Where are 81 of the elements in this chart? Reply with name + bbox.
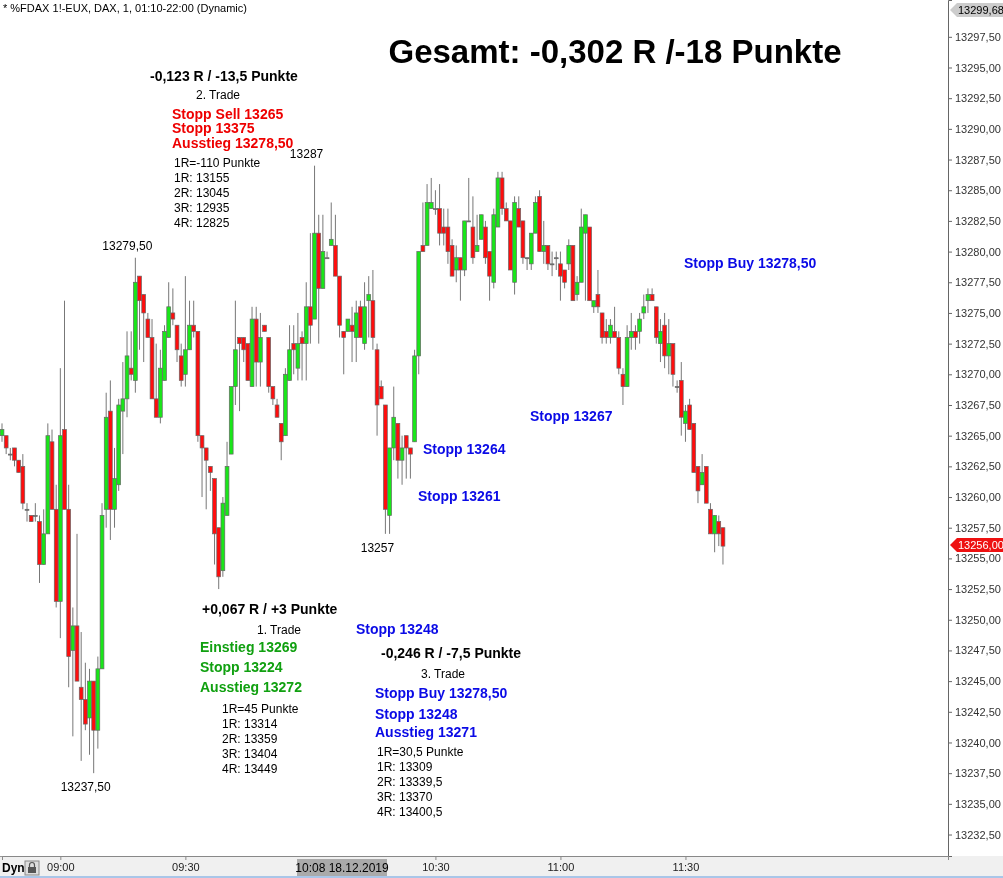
y-tick-label: 13235,00 [955,797,1001,810]
y-tick-label: 13250,00 [955,613,1001,626]
y-tick-label: 13282,50 [955,214,1001,227]
y-tick-label: 13290,00 [955,122,1001,135]
annotation: 13279,50 [102,238,153,253]
x-tick-label: 09:30 [172,860,200,873]
annotation: Stopp Sell 13265 [172,106,284,122]
y-tick-label: 13285,00 [955,184,1001,197]
y-tick-label: 13295,00 [955,61,1001,74]
annotation: 3R: 13370 [377,790,433,804]
annotation: 13237,50 [60,780,112,795]
y-tick-label: 13260,00 [955,491,1001,504]
annotation: Stopp 13248 [375,706,458,722]
annotation: 1R=30,5 Punkte [377,745,464,759]
annotation: Stopp Buy 13278,50 [684,255,817,271]
annotation: 3. Trade [420,667,466,681]
candlestick [558,251,563,302]
x-tick-label: 09:00 [47,860,75,873]
annotation: 1R=45 Punkte [222,702,299,716]
y-tick-label: 13277,50 [955,276,1001,289]
annotation: 2. Trade [195,88,241,102]
y-tick-label: 13265,00 [955,429,1001,442]
candlestick [308,232,313,345]
annotation: 4R: 13449 [222,762,278,776]
y-tick-label: 13287,50 [955,153,1001,166]
y-tick-label: 13255,00 [955,552,1001,565]
annotation: 4R: 13400,5 [377,805,443,819]
y-tick-label: 13267,50 [955,399,1001,412]
x-tick-label: 10:30 [422,860,450,873]
y-tick-label: 13280,00 [955,245,1001,258]
candlestick [454,244,459,283]
annotation: Stopp 13261 [418,488,501,504]
y-tick-label: 13252,50 [955,583,1001,596]
y-tick-label: 13247,50 [955,644,1001,657]
annotation: Stopp 13224 [200,659,283,675]
annotation: 2R: 13359 [222,732,278,746]
x-tick-label: 11:30 [672,860,700,873]
annotation: 1R=-110 Punkte [174,156,261,170]
text: Gesamt: -0,302 R /-18 Punkte [388,33,842,70]
y-tick-label: 13272,50 [955,337,1001,350]
annotation: 2R: 13339,5 [377,775,443,789]
annotation: 1. Trade [256,623,302,637]
candlestick [649,287,655,302]
annotation: 3R: 12935 [174,201,230,215]
annotation: Ausstieg 13271 [375,724,478,740]
y-tick-label: 13297,50 [955,30,1001,43]
y-tick-label: 13262,50 [955,460,1001,473]
y-tick-label: 13270,00 [955,368,1001,381]
annotation: 4R: 12825 [174,216,230,230]
candlestick [716,514,722,547]
annotation: 1R: 13314 [222,717,278,731]
annotation: Stopp Buy 13278,50 [375,685,508,701]
y-tick-label: 13237,50 [955,767,1001,780]
y-tick-label: 13240,00 [955,736,1001,749]
annotation: -0,123 R / -13,5 Punkte [150,68,299,84]
y-tick-label: 13245,00 [955,675,1001,688]
y-tick-label: 13232,50 [955,828,1001,841]
annotation: +0,067 R / +3 Punkte [202,601,338,617]
annotation: 3R: 13404 [222,747,278,761]
annotation: 2R: 13045 [174,186,230,200]
candlestick [666,318,672,375]
text: 13256,00 [958,539,1003,551]
chart-subtitle: * %FDAX 1!-EUX, DAX, 1, 01:10-22:00 (Dynamic) [3,2,247,14]
annotation: 1R: 13309 [377,760,433,774]
annotation: -0,246 R / -7,5 Punkte [381,645,522,661]
text: 10:08 18.12.2019 [295,861,390,875]
text: 13299,68 [958,4,1003,16]
text: Dyn [2,861,25,875]
y-tick-label: 13292,50 [955,92,1001,105]
annotation: 1R: 13155 [174,171,230,185]
annotation: Stopp 13267 [530,408,613,424]
y-tick-label: 13242,50 [955,705,1001,718]
annotation: Ausstieg 13272 [200,679,303,695]
annotation: Stopp 13264 [423,441,506,457]
annotation: 13257 [360,540,395,555]
annotation: Stopp 13248 [356,621,439,637]
y-tick-label: 13257,50 [955,521,1001,534]
annotation: Ausstieg 13278,50 [172,135,294,151]
x-tick-label: 11:00 [547,860,575,873]
annotation: Einstieg 13269 [200,639,298,655]
y-tick-label: 13275,00 [955,306,1001,319]
